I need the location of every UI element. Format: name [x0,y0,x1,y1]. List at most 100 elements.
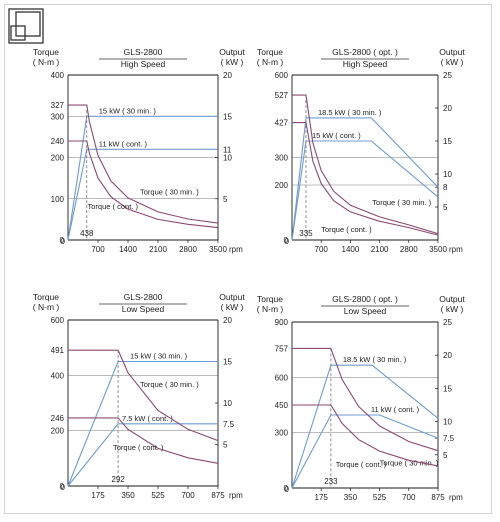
chart-1-xtick-label: 700 [315,245,329,254]
chart-3-xtick-label: 875 [431,493,445,502]
chart-2-series-label-3: Torque ( cont. ) [113,443,164,452]
chart-3-ytick-label: 300 [275,429,289,438]
chart-1-rated-speed-label: 335 [299,229,313,238]
chart-0-ytick-special: 327 [51,101,65,110]
chart-0-ytick-label: 300 [51,112,65,121]
chart-0-subtitle: High Speed [121,59,166,69]
chart-1-xtick-label: 2800 [400,245,418,254]
chart-3-ytick-special: 757 [275,344,289,353]
chart-0-xtick-label: 700 [91,245,105,254]
chart-3-y2label: Output [439,294,465,304]
chart-1-y2tick-label: 5 [443,203,448,212]
chart-0-xtick-label: 1400 [119,245,137,254]
chart-2-series-label-0: 15 kW ( 30 min. ) [130,352,188,361]
chart-3-rated-speed-label: 233 [324,477,338,486]
chart-3-ylabel: Torque [257,294,283,304]
chart-0-origin: 0 [61,237,66,246]
chart-2-series-torque-2 [68,349,219,442]
chart-0-y2tick-label: 5 [223,195,228,204]
chart-2-y2tick-label: 5 [223,441,228,450]
chart-1-series-label-0: 18.5 kW ( 30 min. ) [318,108,382,117]
chart-1-xtick-label: 2100 [371,245,389,254]
figure-frame [4,4,492,514]
chart-3-series-label-2: Torque ( 30 min. ) [380,459,439,468]
chart-0-series-torque-3 [68,140,219,229]
chart-2-title: GLS-2800 [124,292,163,302]
chart-3-subtitle: Low Speed [344,306,387,316]
chart-0-ytick-label: 100 [51,195,65,204]
chart-1-series-power-1 [291,140,439,241]
chart-3-xtick-label: 175 [315,493,329,502]
chart-1-xtick-label: 1400 [342,245,360,254]
chart-2-series-label-2: Torque ( 30 min. ) [140,380,199,389]
chart-1-series-label-2: Torque ( 30 min. ) [372,198,431,207]
chart-2-y2label: Output [219,292,245,302]
chart-3-series-label-3: Torque ( cont. ) [336,460,387,469]
chart-0-y2tick-label: 15 [223,112,232,121]
chart-1-y2tick-label: 25 [443,71,452,80]
chart-1-origin: 0 [285,237,290,246]
chart-2-ytick-label: 400 [51,371,65,380]
chart-0-series-label-3: Torque ( cont. ) [88,202,139,211]
chart-2-xtick-label: 700 [181,491,195,500]
chart-2-y2tick-label: 15 [223,358,232,367]
chart-2-ytick-label: 0 [60,482,65,491]
chart-2-xunit: rpm [229,491,243,500]
chart-2-ytick-special: 246 [51,414,65,423]
chart-0-y2tick-special: 11 [223,145,232,154]
chart-2-origin: 0 [61,483,66,492]
chart-2-y2tick-label: 20 [223,316,232,325]
chart-0-title: GLS-2800 [124,47,163,57]
chart-2-series-label-1: 7.5 kW ( cont. ) [122,414,173,423]
chart-2-xtick-label: 875 [211,491,225,500]
chart-0-xtick-label: 2800 [179,245,197,254]
chart-2-xtick-label: 350 [121,491,135,500]
chart-1-xtick-label: 3500 [429,245,447,254]
chart-3-ytick-special: 450 [275,401,289,410]
chart-2-rated-speed-label: 292 [111,475,125,484]
chart-0-y2tick-label: 20 [223,71,232,80]
chart-1-ytick-label: 300 [275,154,289,163]
chart-0-series-power-1 [67,148,218,241]
chart-3-xtick-label: 525 [373,493,387,502]
chart-3-series-power-0 [291,364,439,489]
chart-0-yunit: ( N-m ) [33,57,60,67]
chart-2-xtick-label: 175 [91,491,105,500]
chart-3-y2tick-label: 10 [443,418,452,427]
chart-3-y2tick-label: 15 [443,384,452,393]
chart-1-series-label-1: 15 kW ( cont. ) [312,131,361,140]
chart-1-y2tick-label: 15 [443,137,452,146]
chart-1-series-label-3: Torque ( cont. ) [321,225,372,234]
chart-0-xunit: rpm [229,245,243,254]
chart-2-ytick-label: 600 [51,316,65,325]
chart-0-series-label-0: 15 kW ( 30 min. ) [99,106,157,115]
chart-3-series-label-1: 11 kW ( cont. ) [371,405,420,414]
chart-1-series-torque-2 [292,94,439,235]
chart-2-xtick-label: 525 [151,491,165,500]
chart-3-series-torque-3 [292,404,439,467]
chart-0-y2unit: ( kW ) [221,57,244,67]
chart-2-ylabel: Torque [33,292,59,302]
chart-3-y2unit: ( kW ) [441,304,464,314]
chart-1-title: GLS-2800 ( opt. ) [332,47,398,57]
chart-2-y2tick-label: 10 [223,399,232,408]
chart-2-series-torque-3 [68,417,219,464]
chart-1-y2tick-label: 8 [443,183,448,192]
chart-0-ytick-label: 400 [51,71,65,80]
chart-1-series-power-0 [291,117,439,241]
chart-1-ytick-label: 0 [284,236,289,245]
chart-2-y2unit: ( kW ) [221,302,244,312]
chart-0-xtick-label: 2100 [149,245,167,254]
chart-0-series-label-1: 11 kW ( cont. ) [99,139,148,148]
chart-3-origin: 0 [285,485,290,494]
chart-1-xunit: rpm [449,245,463,254]
chart-3-y2tick-label: 20 [443,351,452,360]
chart-2-series-power-1 [67,423,218,487]
chart-2-yunit: ( N-m ) [33,302,60,312]
chart-2-subtitle: Low Speed [122,304,165,314]
chart-0-ytick-special: 240 [51,137,65,146]
chart-2-y2tick-special: 7.5 [223,420,235,429]
